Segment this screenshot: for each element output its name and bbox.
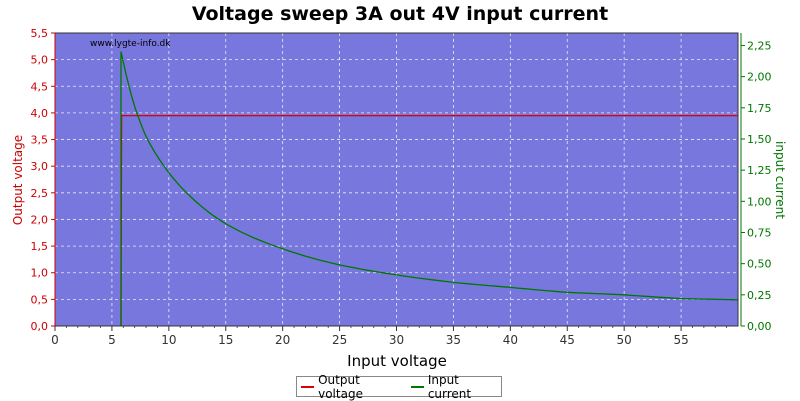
legend: Output voltage Input current (296, 373, 502, 401)
legend-label-output-voltage: Output voltage (318, 372, 363, 401)
x-tick-label: 40 (503, 333, 518, 347)
x-tick-label: 35 (446, 333, 461, 347)
y-tick-label: 2,0 (31, 213, 49, 226)
chart-title: Voltage sweep 3A out 4V input current (191, 3, 609, 25)
left-axis: 0,0 0,5 1,0 1,5 2,0 2,5 3,0 3,5 4,0 4,5 5,0 5,5 (31, 27, 56, 333)
legend-item-input-current: Input current (410, 372, 501, 401)
y-right-tick-label: 1,75 (747, 102, 772, 115)
series-line-input-current (120, 51, 739, 326)
grid-lines (55, 33, 738, 326)
x-tick-label: 15 (218, 333, 233, 347)
x-tick-label: 50 (617, 333, 632, 347)
y-right-tick-label: 2,00 (747, 71, 772, 84)
y-tick-label: 4,0 (31, 107, 49, 120)
legend-swatch-output-voltage (301, 385, 315, 388)
series-lines (120, 51, 739, 326)
x-tick-label: 5 (108, 333, 116, 347)
y-tick-label: 5,5 (31, 27, 49, 40)
x-tick-label: 25 (332, 333, 347, 347)
y-right-tick-label: 0,75 (747, 226, 772, 239)
y-axis-label: Output voltage (11, 135, 25, 225)
y-right-tick-label: 0,50 (747, 258, 772, 271)
y-tick-label: 1,5 (31, 240, 49, 253)
y-right-tick-label: 0,25 (747, 289, 772, 302)
y-tick-label: 0,5 (31, 293, 49, 306)
x-tick-label: 30 (389, 333, 404, 347)
x-tick-label: 0 (51, 333, 59, 347)
y-right-tick-label: 0,00 (747, 320, 772, 333)
watermark-text: www.lygte-info.dk (90, 39, 171, 49)
legend-label-input-current: Input current (427, 372, 472, 401)
y-right-tick-label: 1,00 (747, 195, 772, 208)
y-tick-label: 1,0 (31, 267, 49, 280)
y-tick-label: 4,5 (31, 80, 49, 93)
y-right-tick-label: 1,50 (747, 133, 772, 146)
y-tick-label: 2,5 (31, 187, 49, 200)
right-axis: 0,00 0,25 0,50 0,75 1,00 1,25 1,50 1,75 2,00 2,25 (740, 33, 772, 333)
legend-swatch-input-current (410, 385, 424, 388)
x-tick-label: 45 (560, 333, 575, 347)
y-right-tick-label: 1,25 (747, 164, 772, 177)
x-tick-label: 55 (673, 333, 688, 347)
bottom-axis: 0 5 10 15 20 25 30 35 40 45 50 55 (51, 325, 738, 347)
x-tick-label: 20 (275, 333, 290, 347)
y-axis-right-label: input current (773, 141, 787, 219)
x-tick-label: 10 (161, 333, 176, 347)
y-tick-label: 0,0 (31, 320, 49, 333)
y-right-tick-label: 2,25 (747, 39, 772, 52)
y-tick-label: 3,0 (31, 160, 49, 173)
x-axis-label: Input voltage (347, 352, 447, 370)
y-tick-label: 3,5 (31, 134, 49, 147)
legend-item-output-voltage: Output voltage (301, 373, 403, 401)
y-tick-label: 5,0 (31, 54, 49, 67)
